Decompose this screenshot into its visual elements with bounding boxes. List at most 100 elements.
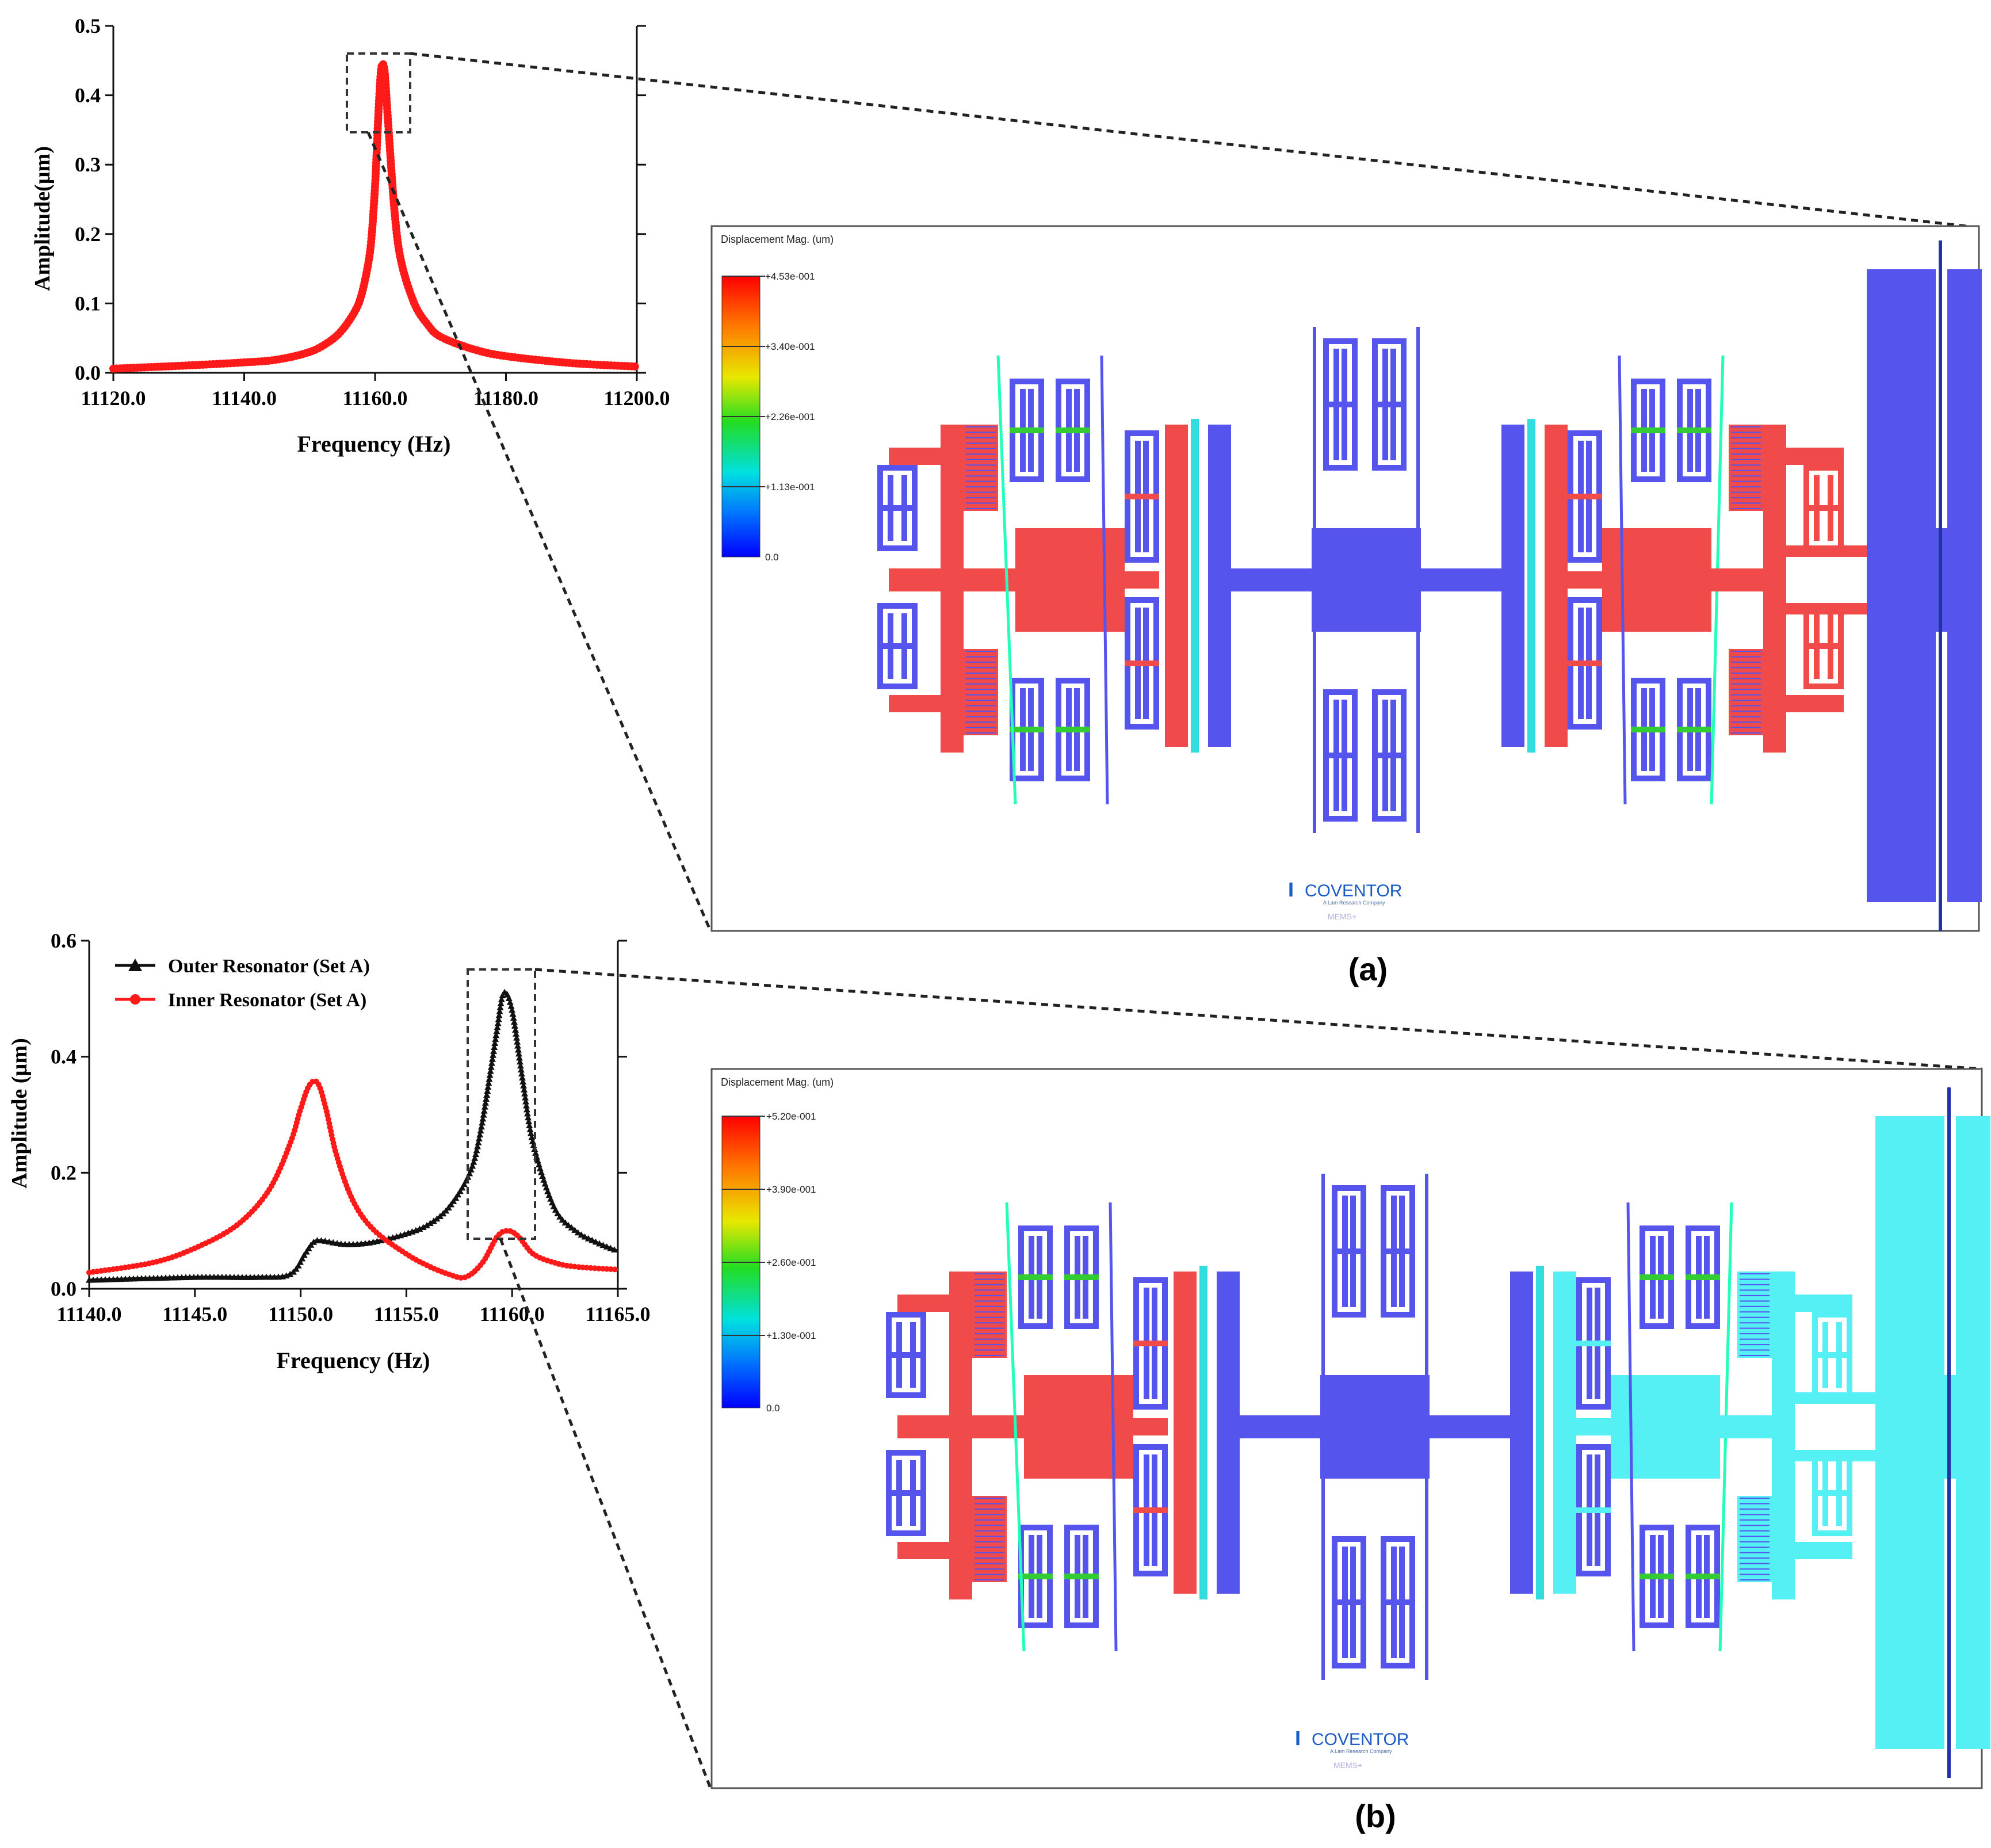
comb-block <box>964 649 998 735</box>
series-0-marker <box>520 1082 528 1089</box>
series-0-marker <box>525 1114 532 1121</box>
coupling-bar <box>1174 1272 1197 1594</box>
series-0-marker <box>484 1083 492 1090</box>
sim-a-cbar-tick-3: +1.13e-001 <box>765 482 815 492</box>
sim-b-device <box>886 1087 1990 1778</box>
spring-beam <box>1323 465 1358 471</box>
series-0-marker <box>515 1046 522 1053</box>
right-shaft <box>1568 571 1602 589</box>
series-0-marker <box>454 1191 462 1198</box>
data-point <box>575 1266 576 1267</box>
series-0-marker <box>485 1079 492 1086</box>
data-point <box>355 310 356 311</box>
spring-beam <box>1323 402 1358 407</box>
x-tick-label: 11120.0 <box>81 387 146 410</box>
series-0-marker <box>514 1038 521 1045</box>
spring-beam <box>1576 1404 1611 1410</box>
x-tick-label: 11165.0 <box>585 1303 650 1326</box>
y-tick-label: 0.3 <box>75 153 101 176</box>
chart-bottom-marks <box>86 988 618 1283</box>
spring-beam <box>1568 430 1602 436</box>
series-0-marker <box>506 998 514 1005</box>
data-point <box>375 185 376 186</box>
chart-top-xlabel: Frequency (Hz) <box>297 431 451 457</box>
chart-bottom-axes: 11140.0 11145.0 11150.0 11155.0 11160.0 11165… <box>51 929 651 1326</box>
series-0-marker <box>513 1034 521 1041</box>
series-0-marker <box>494 1024 501 1030</box>
series-0-marker <box>505 995 513 1002</box>
sim-b-logo: ו COVENTOR A Lam Research Company MEMS+ <box>1294 1725 1409 1770</box>
spring-beam <box>1381 1312 1415 1318</box>
series-0-marker <box>460 1181 468 1188</box>
coupling-bar <box>1545 425 1568 747</box>
data-point <box>152 1262 153 1263</box>
spring-beam <box>1010 476 1044 482</box>
series-0-marker <box>510 1018 518 1025</box>
spring-beam <box>1056 427 1090 433</box>
series-0-marker <box>536 1164 544 1171</box>
series-0-marker <box>452 1194 460 1201</box>
sim-a-cbar-tick-4: 0.0 <box>765 552 779 563</box>
spring-beam <box>1323 338 1358 344</box>
series-0-marker <box>507 1002 515 1009</box>
data-point <box>89 1272 90 1273</box>
series-0-marker <box>526 1126 534 1132</box>
spring-beam <box>886 1352 926 1358</box>
series-0-marker <box>488 1059 495 1066</box>
coupling-beam <box>1199 1266 1207 1599</box>
connector-b-bottom <box>499 1238 712 1789</box>
comb-block <box>1729 425 1763 511</box>
connector-a-top <box>410 52 1967 228</box>
data-point <box>518 1236 519 1237</box>
series-0-marker <box>487 1063 495 1070</box>
spring-beam <box>1640 1274 1674 1280</box>
series-0-marker <box>492 1032 500 1038</box>
spring-beam <box>1677 678 1711 684</box>
spring-beam <box>1381 1185 1415 1191</box>
spring-beam <box>1372 465 1407 471</box>
center-mass <box>1312 528 1421 632</box>
chart-top-ylabel: Amplitude(µm) <box>30 146 55 291</box>
data-point <box>353 1201 354 1202</box>
spring-beam <box>1372 816 1407 822</box>
sim-b-logo-sub: A Lam Research Company <box>1330 1748 1392 1754</box>
series-0-marker <box>535 1161 542 1168</box>
data-point <box>482 1262 483 1263</box>
spring-beam <box>1640 1323 1674 1329</box>
series-0-marker <box>292 1265 300 1272</box>
y-tick-label: 0.0 <box>51 1277 77 1300</box>
spring-beam <box>1125 494 1159 499</box>
series-0-marker <box>470 1158 477 1165</box>
chart-top-marks <box>109 60 639 373</box>
spring-beam <box>1133 1507 1168 1513</box>
spring-beam <box>1125 430 1159 436</box>
spring-beam <box>1640 1574 1674 1579</box>
series-0-marker <box>512 1026 519 1033</box>
spring-beam <box>1803 684 1844 689</box>
series-0-marker <box>473 1147 480 1154</box>
spring-beam <box>886 1530 926 1536</box>
series-0-marker <box>511 1022 519 1029</box>
spring-beam <box>1576 1444 1611 1450</box>
right-link <box>1795 1450 1875 1461</box>
series-0-marker <box>486 1075 493 1082</box>
x-tick-label: 11145.0 <box>162 1303 227 1326</box>
spring-beam <box>877 603 918 609</box>
connector-b-top <box>534 968 1982 1071</box>
data-point <box>290 1143 291 1144</box>
spring-beam <box>1640 1225 1674 1231</box>
flexure-beam <box>1618 355 1627 805</box>
simulation-panel-b: Displacement Mag. (um) +5.20e-001 +3.90e… <box>710 1068 1990 1789</box>
series-0-marker <box>495 1015 502 1022</box>
sim-b-logo-icon: ו <box>1294 1725 1301 1750</box>
spring-beam <box>1056 476 1090 482</box>
series-0-marker <box>469 1162 476 1169</box>
y-tick-label: 0.5 <box>75 14 101 37</box>
chart-bottom-xlabel: Frequency (Hz) <box>277 1347 430 1373</box>
spring-beam <box>877 465 918 471</box>
y-tick-label: 0.4 <box>51 1045 77 1068</box>
spring-beam <box>1372 689 1407 695</box>
series-0-marker <box>498 996 505 1002</box>
spring-beam <box>1332 1185 1366 1191</box>
